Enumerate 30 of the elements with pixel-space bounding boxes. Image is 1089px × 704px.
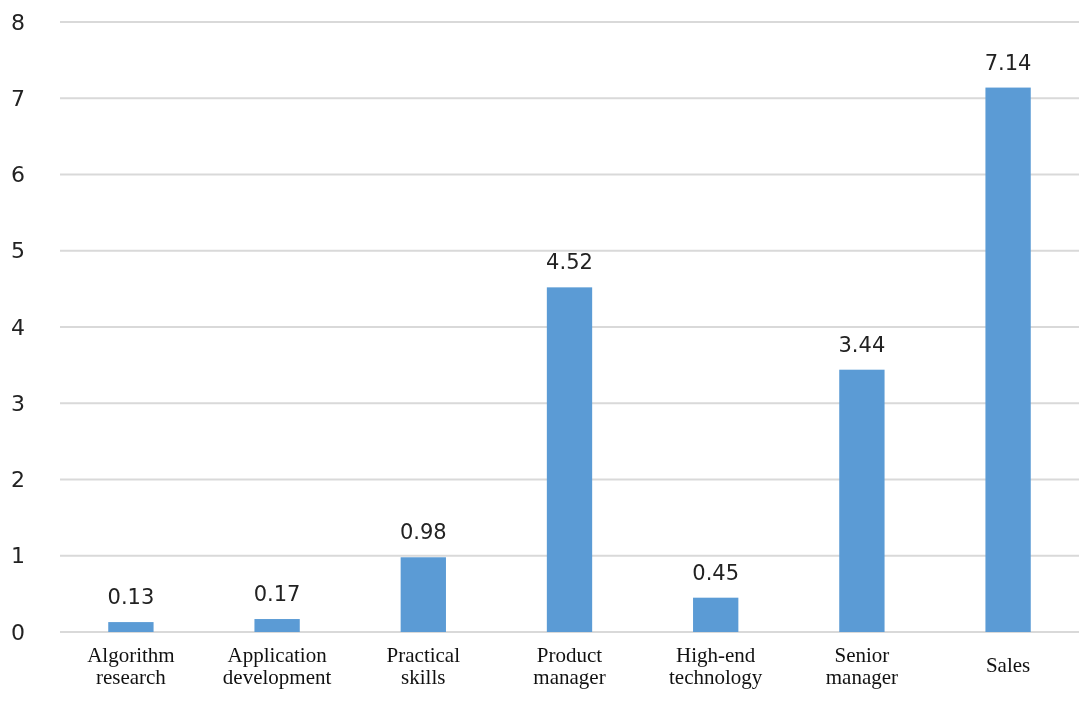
y-tick-label: 2	[11, 467, 25, 493]
y-tick-label: 8	[11, 9, 25, 35]
bar	[400, 557, 446, 632]
data-label: 0.98	[399, 520, 447, 545]
data-label: 0.17	[253, 582, 301, 607]
data-label: 4.52	[546, 250, 593, 275]
y-tick-label: 3	[11, 390, 25, 416]
bar	[254, 619, 300, 632]
x-tick-label: Product manager	[533, 643, 606, 689]
y-tick-label: 7	[11, 85, 25, 111]
data-label: 3.44	[838, 332, 886, 357]
y-tick-label: 5	[11, 238, 25, 264]
bar	[108, 622, 154, 632]
x-tick-label: Application development	[222, 643, 332, 689]
bar	[693, 597, 739, 632]
bar	[985, 87, 1031, 632]
x-tick-label: Algorithm research	[87, 643, 175, 689]
data-label: 0.13	[107, 585, 155, 610]
y-tick-label: 4	[11, 314, 25, 340]
x-tick-label: Practical skills	[386, 643, 461, 689]
data-label: 0.45	[692, 560, 740, 585]
y-tick-label: 0	[11, 619, 25, 645]
bar	[546, 287, 593, 632]
y-tick-label: 1	[11, 543, 25, 569]
data-label: 7.14	[984, 50, 1032, 75]
x-tick-label: Sales	[985, 653, 1031, 677]
y-tick-label: 6	[11, 162, 25, 188]
x-tick-label: Senior manager	[825, 643, 899, 689]
x-tick-label: High-end technology	[669, 643, 763, 689]
bar	[839, 369, 885, 632]
